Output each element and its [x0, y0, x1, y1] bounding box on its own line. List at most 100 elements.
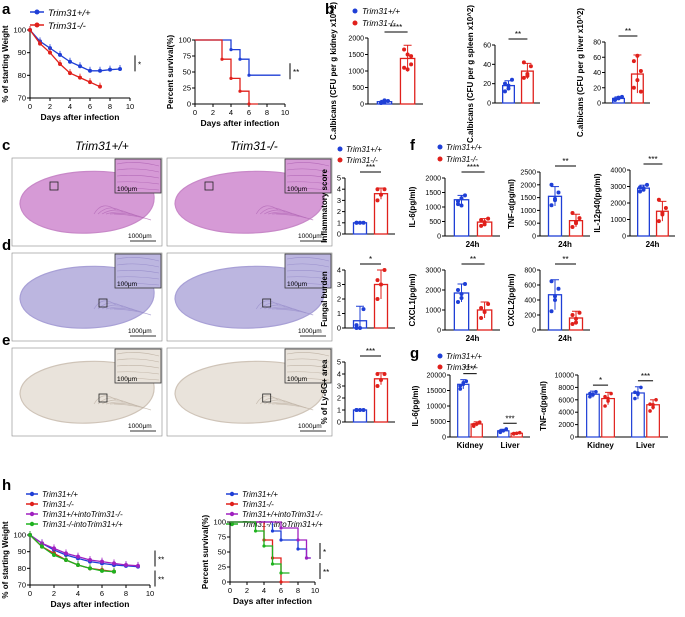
legend-h2-wt: Trim31+/+	[242, 490, 278, 499]
y-tick-label: 8000	[558, 385, 574, 392]
y-tick-label: 3000	[610, 184, 626, 191]
x-axis-label: 24h	[646, 240, 660, 249]
y-axis-label: % of Ly-6G+ area	[320, 359, 329, 424]
legend-h-ko-into-wt: Trim31-/-intoTrim31+/+	[42, 520, 123, 529]
x-tick-label: 4	[262, 586, 266, 595]
data-point	[503, 81, 507, 86]
data-point	[136, 563, 140, 568]
data-point	[477, 420, 482, 424]
series-line	[29, 29, 121, 72]
data-point	[38, 41, 42, 46]
legend-h2-ko-into-wt: Trim31-/-intoTrim31+/+	[242, 520, 323, 529]
y-tick-label: 400	[524, 298, 536, 305]
legend-c-ko: Trim31-/-	[346, 156, 378, 165]
y-tick-label: 80	[18, 71, 26, 80]
inset-texture	[286, 181, 330, 185]
x-tick-label: 2	[48, 102, 52, 111]
data-point	[588, 391, 592, 396]
data-point	[354, 408, 359, 412]
data-point	[48, 46, 52, 51]
y-tick-label: 1	[337, 218, 341, 227]
scale-bar-label: 1000μm	[128, 328, 152, 335]
data-point	[639, 385, 643, 390]
data-point	[279, 571, 283, 575]
y-tick-label: 3000	[425, 268, 441, 275]
data-point	[354, 326, 359, 330]
data-point	[229, 76, 233, 80]
legend-b: Trim31+/+ Trim31-/-	[352, 6, 400, 28]
data-point	[482, 222, 487, 227]
y-tick-label: 1500	[425, 190, 441, 197]
data-point	[549, 309, 554, 314]
medulla-streak	[255, 300, 279, 310]
data-point	[463, 193, 467, 198]
x-axis-label: Days after infection	[233, 596, 312, 606]
y-axis-label: IL-12p40(pg/ml)	[593, 173, 602, 232]
y-tick-label: 100	[13, 531, 26, 540]
y-tick-label: 2500	[520, 170, 536, 177]
y-tick-label: 3	[337, 280, 341, 289]
inset-scale-label: 100μm	[117, 186, 137, 193]
data-point	[638, 89, 643, 94]
y-tick-label: 2000	[610, 201, 626, 208]
data-point	[375, 278, 380, 283]
y-axis-label: % of starting Weight	[1, 521, 10, 599]
y-axis-label: C.albicans (CFU per g kidney x10^2)	[329, 2, 338, 140]
roi-square	[49, 181, 59, 191]
x-tick-label: 6	[247, 108, 251, 117]
inset-texture	[116, 352, 160, 357]
x-axis-label: Days after infection	[201, 118, 280, 128]
y-tick-label: 4	[337, 370, 341, 379]
data-point	[375, 187, 380, 192]
data-point	[382, 187, 387, 192]
data-point	[556, 286, 561, 291]
y-tick-label: 0	[337, 230, 341, 239]
y-tick-label: 500	[524, 221, 536, 228]
x-tick-label: 0	[28, 102, 32, 111]
data-point	[479, 218, 484, 223]
medulla-streak	[255, 395, 279, 405]
legend-a: Trim31+/+ Trim31-/-	[30, 8, 91, 32]
y-tick-label: 2	[337, 394, 341, 403]
y-axis-label: Fungal burden	[320, 271, 329, 327]
y-tick-label: 70	[18, 94, 26, 103]
y-tick-label: 20	[593, 85, 601, 92]
sig-label: **	[293, 68, 299, 77]
y-tick-label: 50	[183, 68, 191, 77]
series-line	[195, 39, 258, 105]
y-tick-label: 0	[222, 578, 226, 587]
scale-bar-label: 1000μm	[298, 423, 322, 430]
inset-texture	[116, 263, 160, 268]
data-point	[76, 554, 80, 559]
sig-label: ***	[366, 347, 375, 356]
data-point	[606, 399, 610, 403]
data-point	[635, 78, 640, 83]
data-point	[459, 203, 464, 208]
data-point	[574, 316, 578, 321]
data-point	[296, 547, 300, 551]
y-tick-label: 75	[183, 52, 191, 61]
x-tick-label: 0	[28, 589, 32, 598]
chart-b_spleen: 0 20 40 60 C.albicans (CFU per g spleen x10^…	[466, 5, 540, 143]
inset-texture	[286, 175, 330, 179]
data-point	[616, 95, 621, 100]
data-point	[553, 298, 557, 302]
data-point	[636, 392, 640, 397]
series-line	[29, 534, 139, 568]
data-point	[354, 220, 359, 225]
legend-h-ko: Trim31-/-	[42, 500, 74, 509]
inset-texture	[116, 187, 160, 191]
data-point	[656, 219, 661, 224]
data-point	[486, 216, 491, 221]
data-point	[112, 561, 116, 566]
chart-g_tnf: 0 2000 4000 6000 8000 10000 TNF-α(pg/ml) Kidney…	[539, 372, 668, 450]
data-point	[456, 288, 460, 292]
legend-g-ko: Trim31-/-	[446, 363, 478, 372]
data-point	[52, 553, 56, 557]
data-point	[262, 544, 266, 548]
sig-label: ***	[505, 414, 514, 423]
data-point	[379, 192, 383, 197]
data-point	[379, 378, 383, 382]
x-tick-label: 2	[245, 586, 249, 595]
data-point	[620, 94, 624, 99]
